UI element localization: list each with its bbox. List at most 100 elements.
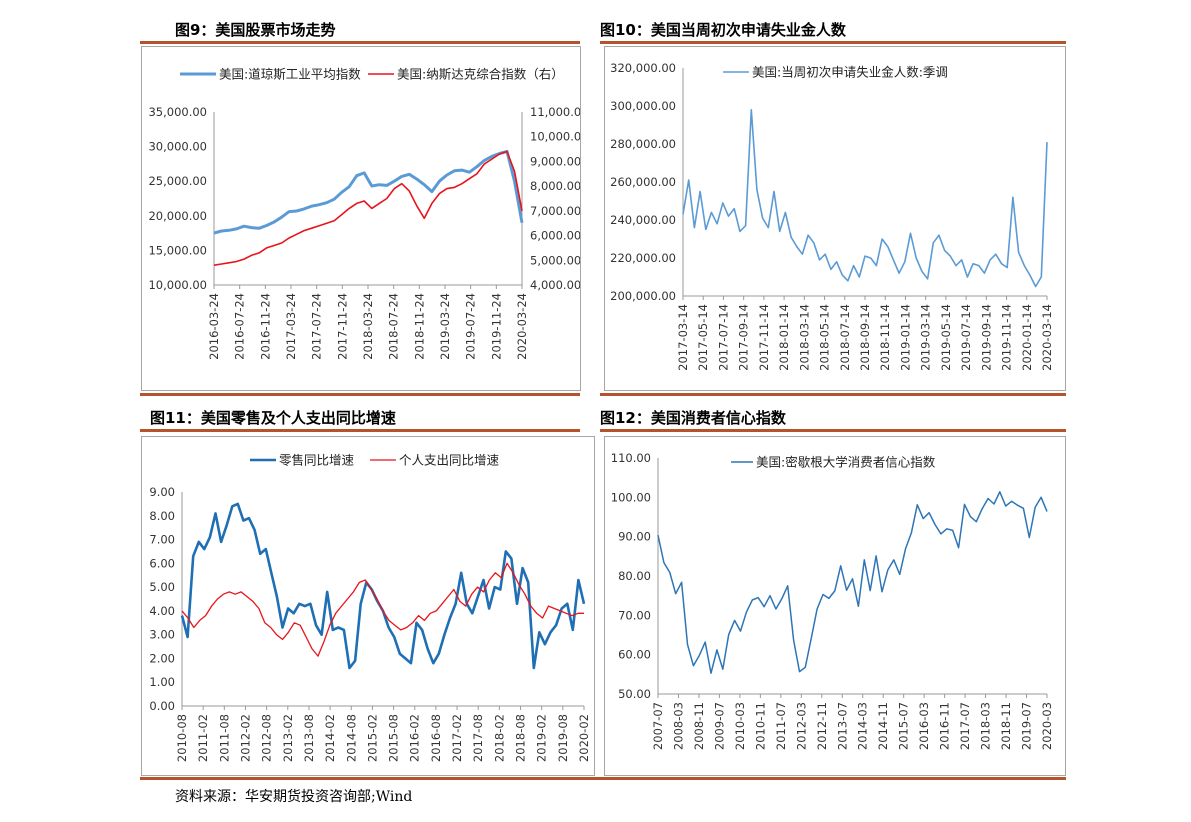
chart-panel-retail: 0.00 1.00 2.00 3.00 4.00 5.00 6.00 7.00 8.00 9.00… [141, 436, 595, 776]
y-tick-label: 4.00 [149, 604, 175, 618]
y-tick-label: 6.00 [149, 556, 175, 570]
x-tick-label: 2018-03 [979, 702, 993, 750]
x-tick-label: 2007-07 [651, 702, 665, 750]
legend-label-1: 个人支出同比增速 [399, 453, 500, 468]
y-tick-label: 320,000.00 [610, 61, 676, 75]
x-tick-label: 2015-08 [387, 714, 401, 762]
x-tick-label: 2014-02 [323, 714, 337, 762]
x-tick-label: 2014-11 [876, 702, 890, 750]
y-tick-label: 9.00 [149, 485, 175, 499]
chart-panel-claims: 200,000.00 220,000.00 240,000.00 260,000.00… [604, 46, 1066, 391]
x-tick-label: 2019-07-14 [959, 304, 973, 371]
x-tick-label: 2016-02 [408, 714, 422, 762]
x-tick-label: 2011-02 [196, 714, 210, 762]
y-tick-label: 300,000.00 [610, 99, 676, 113]
series-line-0 [682, 108, 1048, 288]
x-tick-label: 2017-03-14 [676, 304, 690, 371]
y-tick-label: 80.00 [618, 569, 651, 583]
legend-label-0: 美国:道琼斯工业平均指数 [219, 67, 361, 82]
x-tick-label: 2010-03 [733, 702, 747, 750]
x-tick-label: 2017-02 [450, 714, 464, 762]
x-tick-label: 2013-02 [281, 714, 295, 762]
x-tick-label: 2018-03-14 [797, 304, 811, 371]
y-right-tick-label: 5,000.00 [530, 253, 580, 267]
mid-rule-left [140, 393, 580, 396]
legend-label-1: 美国:纳斯达克综合指数（右） [397, 67, 564, 82]
claims-chart-svg: 200,000.00 220,000.00 240,000.00 260,000.00… [610, 61, 1054, 371]
y-tick-label: 0.00 [149, 699, 175, 713]
x-tick-label: 2009-07 [712, 702, 726, 750]
x-tick-label: 2012-08 [260, 714, 274, 762]
x-tick-label: 2020-01-14 [1020, 304, 1034, 371]
bottom-rule [140, 777, 1066, 780]
sentiment-chart-svg: 50.00 60.00 70.00 80.00 90.00 100.00 110.00 200… [611, 451, 1054, 750]
source-note: 资料来源：华安期货投资咨询部;Wind [175, 789, 413, 805]
series-line-0 [213, 149, 524, 235]
x-tick-label: 2014-03 [856, 702, 870, 750]
x-tick-label: 2019-03-24 [438, 293, 452, 360]
x-tick-label: 2012-11 [815, 702, 829, 750]
y-tick-label: 15,000.00 [148, 243, 207, 257]
y-tick-label: 200,000.00 [610, 289, 676, 303]
x-tick-label: 2018-02 [492, 714, 506, 762]
x-tick-label: 2013-08 [302, 714, 316, 762]
x-tick-label: 2018-11-14 [878, 304, 892, 371]
x-tick-label: 2014-08 [344, 714, 358, 762]
x-tick-label: 2013-07 [835, 702, 849, 750]
x-tick-label: 2017-08 [471, 714, 485, 762]
y-tick-label: 50.00 [618, 687, 651, 701]
legend-label-0: 美国:当周初次申请失业金人数:季调 [752, 65, 948, 80]
y-tick-label: 100.00 [611, 490, 651, 504]
chart-panel-sentiment: 50.00 60.00 70.00 80.00 90.00 100.00 110.00 200… [604, 436, 1066, 776]
x-tick-label: 2018-07-14 [838, 304, 852, 371]
x-tick-label: 2018-05-14 [818, 304, 832, 371]
x-tick-label: 2016-07-24 [233, 293, 247, 360]
y-tick-label: 220,000.00 [610, 251, 676, 265]
x-tick-label: 2018-08 [514, 714, 528, 762]
y-tick-label: 10,000.00 [148, 278, 207, 292]
x-tick-label: 2017-11-24 [335, 293, 349, 360]
x-tick-label: 2015-07 [897, 702, 911, 750]
x-tick-label: 2020-03 [1040, 702, 1054, 750]
y-tick-label: 35,000.00 [148, 105, 207, 119]
x-tick-label: 2019-08 [556, 714, 570, 762]
x-tick-label: 2019-09-14 [979, 304, 993, 371]
mid-rule-right [600, 393, 1066, 396]
x-tick-label: 2017-09-14 [737, 304, 751, 371]
y-tick-label: 1.00 [149, 675, 175, 689]
x-tick-label: 2019-01-14 [898, 304, 912, 371]
sub-rule-left [140, 429, 580, 432]
y-tick-label: 20,000.00 [148, 209, 207, 223]
series-line-1 [213, 150, 523, 266]
retail-chart-svg: 0.00 1.00 2.00 3.00 4.00 5.00 6.00 7.00 8.00 9.00… [149, 453, 591, 763]
series-line-0 [657, 491, 1048, 674]
x-tick-label: 2019-11-24 [489, 293, 503, 360]
y-right-tick-label: 11,000.00 [530, 105, 580, 119]
y-right-tick-label: 9,000.00 [530, 154, 580, 168]
y-tick-label: 90.00 [618, 530, 651, 544]
x-tick-label: 2019-07 [1020, 702, 1034, 750]
stocks-chart-svg: 10,000.00 15,000.00 20,000.00 25,000.00 30,0… [148, 67, 580, 360]
x-tick-label: 2012-02 [238, 714, 252, 762]
fig12-title: 图12：美国消费者信心指数 [600, 409, 786, 427]
x-tick-label: 2020-03-14 [1040, 304, 1054, 371]
x-tick-label: 2017-05-14 [696, 304, 710, 371]
y-tick-label: 70.00 [618, 608, 651, 622]
x-tick-label: 2018-11 [999, 702, 1013, 750]
x-tick-label: 2010-08 [175, 714, 189, 762]
y-tick-label: 5.00 [149, 580, 175, 594]
fig11-title: 图11：美国零售及个人支出同比增速 [150, 409, 396, 427]
y-right-tick-label: 4,000.00 [530, 278, 580, 292]
fig10-title: 图10：美国当周初次申请失业金人数 [600, 21, 846, 39]
x-tick-label: 2011-07 [774, 702, 788, 750]
sub-rule-right [600, 429, 1066, 432]
y-tick-label: 3.00 [149, 628, 175, 642]
x-tick-label: 2016-03 [917, 702, 931, 750]
x-tick-label: 2010-11 [753, 702, 767, 750]
y-tick-label: 280,000.00 [610, 137, 676, 151]
top-rule-right [600, 41, 1066, 44]
series-line-1 [181, 562, 584, 657]
x-tick-label: 2018-07-24 [387, 293, 401, 360]
x-tick-label: 2015-02 [365, 714, 379, 762]
x-tick-label: 2016-11-24 [258, 293, 272, 360]
